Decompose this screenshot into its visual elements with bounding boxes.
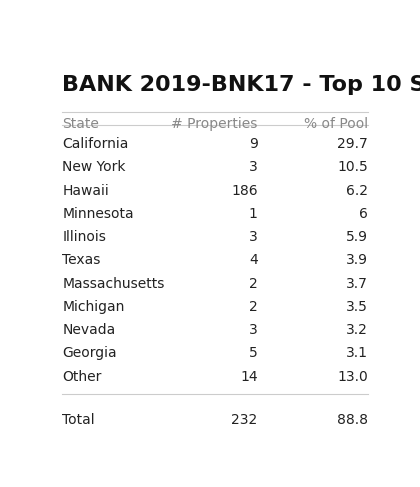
Text: 232: 232: [231, 413, 257, 427]
Text: 5: 5: [249, 346, 257, 360]
Text: 5.9: 5.9: [346, 230, 368, 244]
Text: 6: 6: [360, 207, 368, 221]
Text: Nevada: Nevada: [62, 323, 116, 337]
Text: 1: 1: [249, 207, 257, 221]
Text: 10.5: 10.5: [338, 160, 368, 174]
Text: Massachusetts: Massachusetts: [62, 277, 165, 291]
Text: Minnesota: Minnesota: [62, 207, 134, 221]
Text: # Properties: # Properties: [171, 116, 257, 131]
Text: Illinois: Illinois: [62, 230, 106, 244]
Text: State: State: [62, 116, 99, 131]
Text: 3.2: 3.2: [346, 323, 368, 337]
Text: 6.2: 6.2: [346, 184, 368, 198]
Text: 3: 3: [249, 323, 257, 337]
Text: Texas: Texas: [62, 253, 101, 267]
Text: 3.5: 3.5: [346, 300, 368, 314]
Text: 3.1: 3.1: [346, 346, 368, 360]
Text: 3.7: 3.7: [346, 277, 368, 291]
Text: 3.9: 3.9: [346, 253, 368, 267]
Text: 3: 3: [249, 160, 257, 174]
Text: Total: Total: [62, 413, 95, 427]
Text: 14: 14: [240, 370, 257, 384]
Text: Other: Other: [62, 370, 102, 384]
Text: California: California: [62, 137, 129, 151]
Text: % of Pool: % of Pool: [304, 116, 368, 131]
Text: 2: 2: [249, 277, 257, 291]
Text: 9: 9: [249, 137, 257, 151]
Text: 4: 4: [249, 253, 257, 267]
Text: New York: New York: [62, 160, 126, 174]
Text: 3: 3: [249, 230, 257, 244]
Text: 29.7: 29.7: [338, 137, 368, 151]
Text: Michigan: Michigan: [62, 300, 125, 314]
Text: Georgia: Georgia: [62, 346, 117, 360]
Text: 186: 186: [231, 184, 257, 198]
Text: 2: 2: [249, 300, 257, 314]
Text: 88.8: 88.8: [337, 413, 368, 427]
Text: BANK 2019-BNK17 - Top 10 States: BANK 2019-BNK17 - Top 10 States: [62, 75, 420, 95]
Text: 13.0: 13.0: [338, 370, 368, 384]
Text: Hawaii: Hawaii: [62, 184, 109, 198]
